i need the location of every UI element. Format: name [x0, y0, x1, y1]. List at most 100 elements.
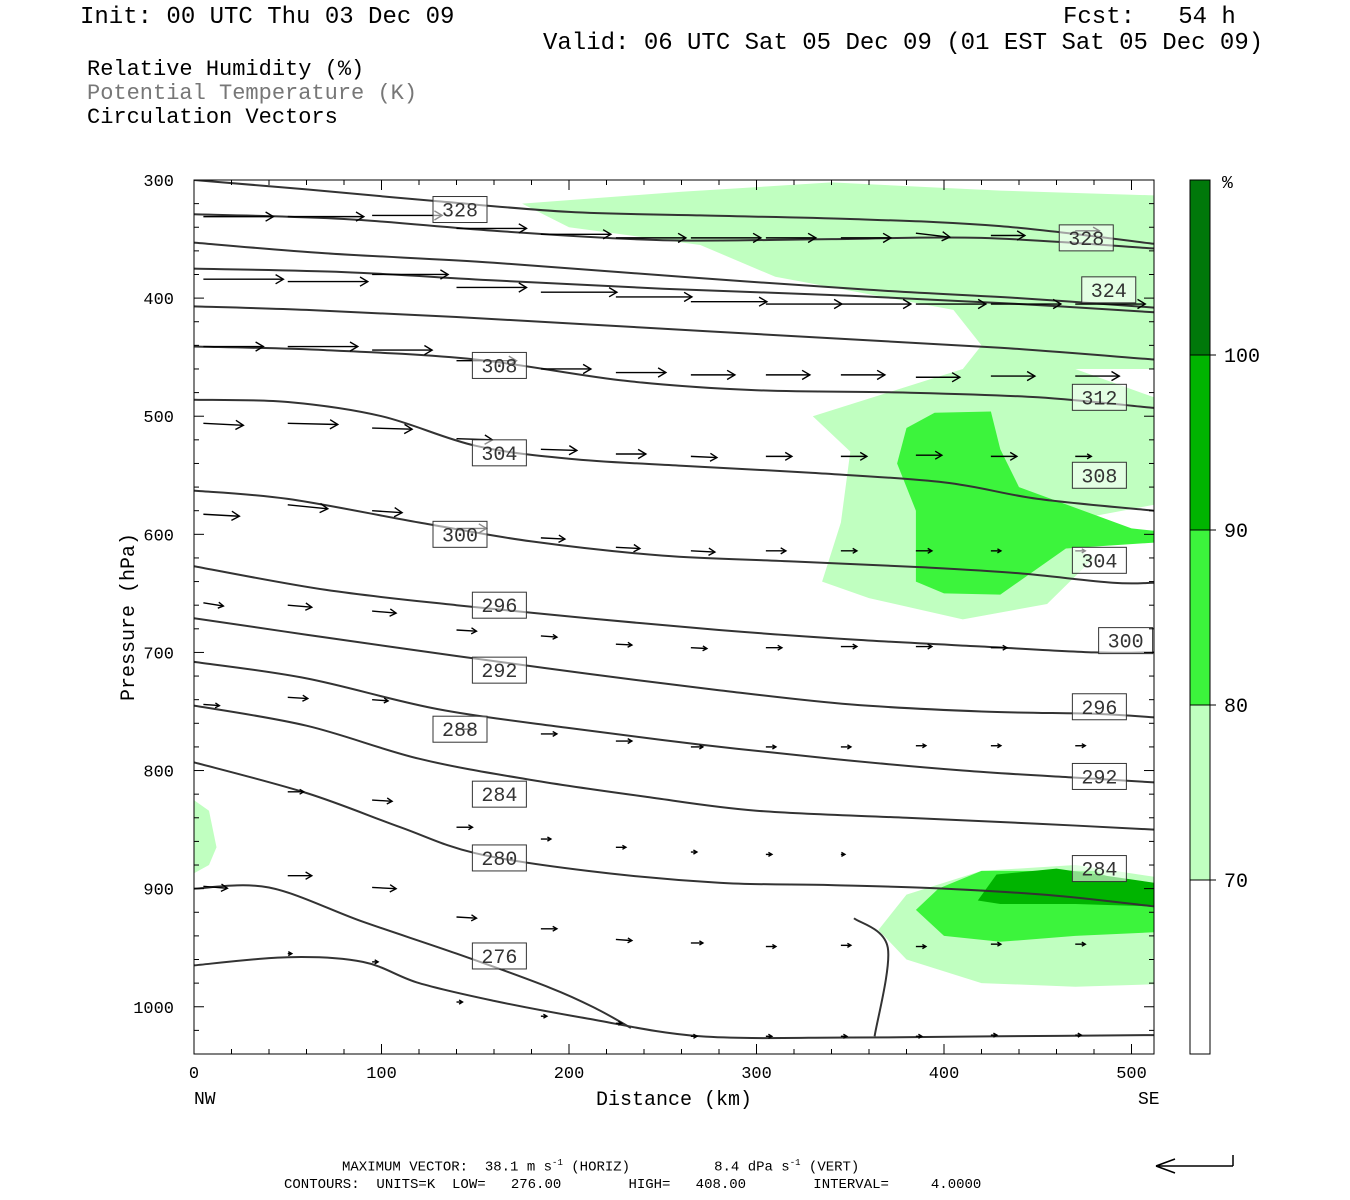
circulation-vector	[372, 797, 394, 805]
vector-shaft	[287, 696, 308, 700]
vector-shaft	[615, 643, 632, 646]
circulation-vector	[372, 344, 434, 356]
axis-ticks: 0 100 200 300 400 500 300 400 500 600 700 800 900 100…	[133, 173, 1154, 1084]
vector-head	[941, 231, 952, 242]
vector-head	[726, 369, 737, 381]
isentrope-label-292: 292	[471, 656, 527, 684]
vector-head	[305, 871, 314, 880]
isentrope-label-300: 300	[1098, 627, 1154, 655]
circulation-vector	[203, 419, 245, 431]
vector-head	[231, 510, 241, 522]
circulation-vector	[690, 547, 717, 557]
vector-head	[918, 1033, 924, 1039]
circulation-vector	[690, 452, 719, 462]
circulation-vector	[915, 298, 988, 310]
vector-head	[622, 844, 628, 850]
isentrope-label-text: 312	[1081, 388, 1117, 411]
vector-head	[1026, 370, 1037, 382]
x-tick-label: 0	[189, 1065, 199, 1084]
colorbar-segment	[1189, 704, 1211, 881]
isentrope-label-text: 304	[1081, 551, 1117, 574]
isentrope-label-box	[1081, 276, 1137, 304]
vector-head	[699, 940, 705, 946]
unit-exponent-horiz: -1	[552, 1158, 563, 1168]
isentrope-label-text: 300	[442, 525, 478, 548]
vector-head	[693, 1033, 699, 1039]
y-tick-label: 800	[143, 764, 174, 783]
isentrope-label-text: 288	[442, 720, 478, 743]
circulation-vector	[615, 232, 688, 244]
vector-head	[927, 547, 934, 554]
reference-vector-arrow	[1155, 1155, 1234, 1174]
isentrope-label-text: 284	[481, 785, 517, 808]
vector-head	[424, 344, 434, 356]
circulation-vector	[203, 273, 285, 285]
circulation-vector	[540, 445, 579, 456]
circulation-vector	[990, 644, 1009, 651]
circulation-vector	[372, 423, 414, 435]
circulation-vector	[456, 223, 528, 234]
vector-head	[518, 223, 528, 234]
vector-head	[1016, 230, 1027, 241]
circulation-vector	[1075, 1032, 1083, 1038]
vector-head	[876, 369, 887, 381]
circulation-vector	[615, 641, 634, 648]
isentrope-284.5	[853, 917, 890, 1037]
isentrope-label-text: 296	[481, 596, 517, 619]
vector-head	[927, 643, 934, 650]
forecast-hour: Fcst: 54 h	[1063, 4, 1236, 31]
circulation-vector	[840, 942, 853, 949]
vector-head	[801, 369, 812, 381]
vector-head	[1009, 451, 1019, 461]
circulation-vector	[765, 547, 788, 555]
isentrope-label-328: 328	[1058, 224, 1114, 252]
circulation-vector	[990, 548, 1003, 554]
vector-shaft	[456, 629, 477, 632]
vector-head	[393, 507, 404, 518]
vector-head	[389, 608, 398, 617]
vector-head	[217, 601, 225, 609]
circulation-vector	[690, 940, 705, 946]
vector-shaft	[615, 938, 632, 942]
colorbar-level-label: 80	[1224, 696, 1248, 719]
vector-head	[708, 547, 717, 557]
y-tick-label: 300	[143, 173, 174, 192]
y-tick-label: 600	[143, 527, 174, 546]
vector-shaft	[203, 422, 244, 427]
circulation-vector	[915, 450, 944, 460]
max-vector-vert-tag: (VERT)	[800, 1159, 860, 1176]
isentrope-308	[194, 398, 1154, 512]
vector-shaft	[540, 448, 577, 452]
vector-head	[902, 298, 913, 310]
vector-head	[329, 419, 340, 430]
isentrope-label-text: 324	[1091, 281, 1127, 304]
vector-head	[255, 341, 265, 352]
vector-head	[1002, 644, 1009, 651]
vector-head	[627, 937, 634, 944]
isentrope-label-308: 308	[1071, 461, 1127, 489]
vector-head	[772, 744, 778, 750]
circulation-vector	[765, 644, 784, 651]
circulation-vector	[915, 372, 962, 383]
circulation-vector	[540, 633, 559, 640]
circulation-vector	[456, 627, 478, 635]
circulation-vector	[765, 851, 774, 858]
vector-head	[608, 286, 619, 298]
isentrope-328	[194, 213, 1154, 250]
vector-shaft	[540, 537, 565, 540]
vector-shaft	[456, 916, 477, 919]
vector-head	[304, 602, 314, 611]
circulation-vector	[203, 510, 241, 522]
isentrope-label-276: 276	[471, 942, 527, 970]
vector-head	[568, 445, 579, 456]
isentrope-label-box	[471, 844, 527, 872]
circulation-vector	[615, 737, 634, 745]
legend-potential-temperature: Potential Temperature (K)	[87, 81, 418, 106]
vector-head	[683, 291, 694, 303]
vector-head	[841, 851, 847, 858]
isentrope-label-296: 296	[471, 591, 527, 619]
circulation-vector	[990, 230, 1027, 241]
circulation-vector	[287, 950, 294, 957]
vector-head	[882, 232, 893, 244]
